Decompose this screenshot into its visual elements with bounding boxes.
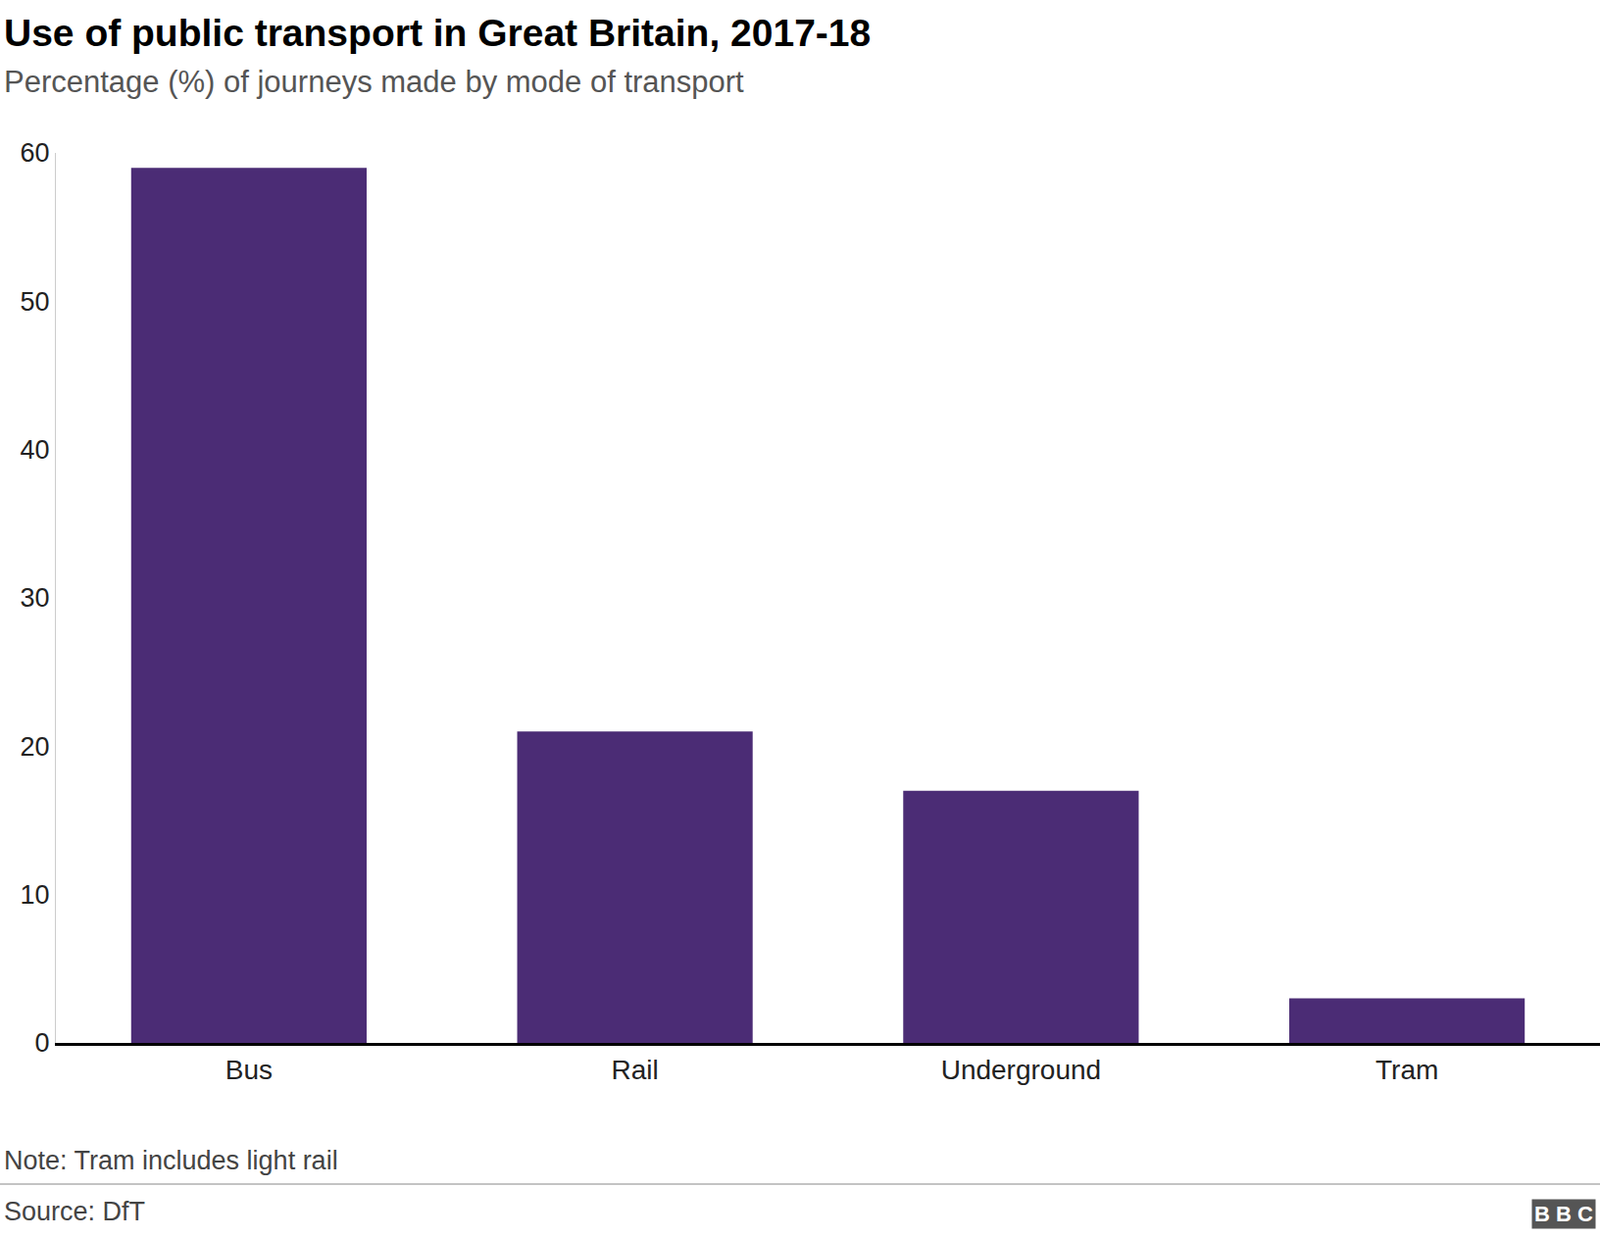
svg-text:0: 0 bbox=[35, 1028, 50, 1058]
svg-text:Tram: Tram bbox=[1375, 1054, 1439, 1086]
svg-text:30: 30 bbox=[20, 583, 50, 613]
svg-text:Note: Tram includes light rail: Note: Tram includes light rail bbox=[3, 1146, 339, 1176]
svg-text:B B C: B B C bbox=[1534, 1201, 1594, 1227]
svg-text:20: 20 bbox=[20, 732, 50, 762]
svg-text:Use of public transport in Gre: Use of public transport in Great Britain… bbox=[3, 11, 871, 54]
svg-text:60: 60 bbox=[20, 138, 50, 168]
svg-text:Bus: Bus bbox=[225, 1054, 273, 1086]
svg-text:40: 40 bbox=[20, 435, 50, 465]
svg-text:10: 10 bbox=[20, 880, 50, 910]
svg-text:Underground: Underground bbox=[941, 1054, 1101, 1086]
svg-text:Percentage (%) of journeys mad: Percentage (%) of journeys made by mode … bbox=[3, 64, 745, 100]
svg-text:50: 50 bbox=[20, 287, 50, 317]
svg-text:Rail: Rail bbox=[611, 1054, 659, 1086]
svg-text:Source: DfT: Source: DfT bbox=[3, 1197, 146, 1227]
